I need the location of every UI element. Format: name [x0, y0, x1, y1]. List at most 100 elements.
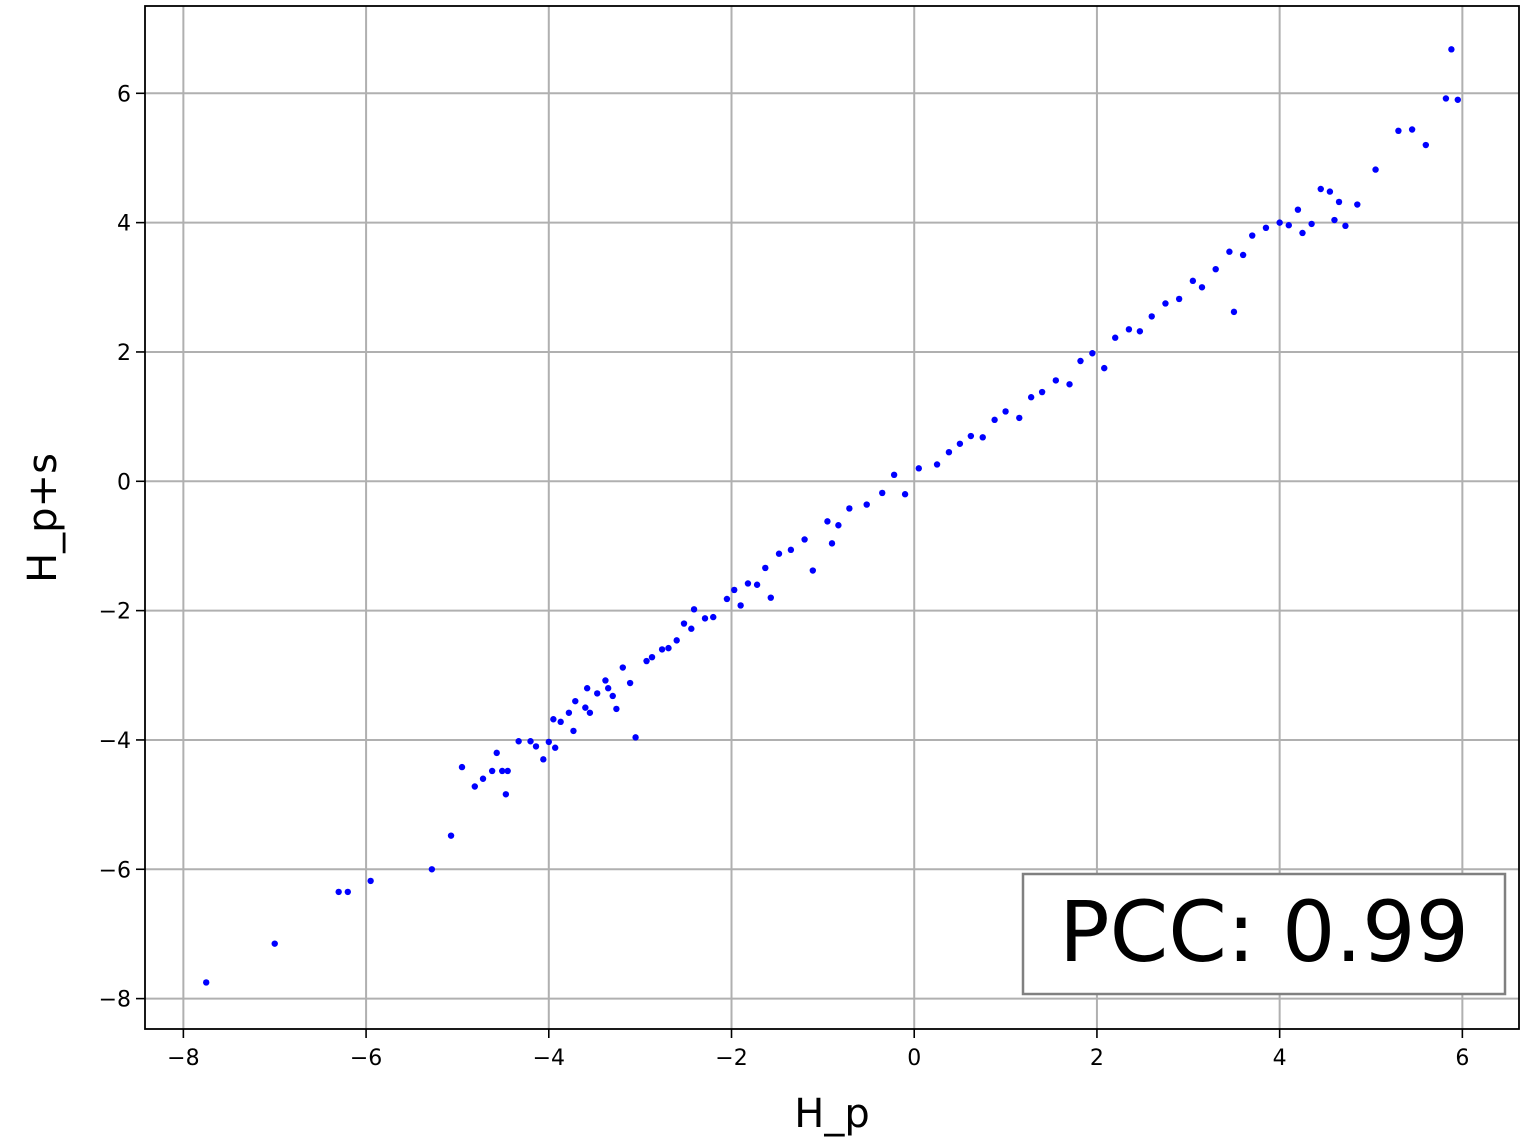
data-point [344, 888, 352, 896]
data-point [762, 564, 769, 572]
data-point [458, 763, 466, 771]
x-tick-label: 2 [1090, 1046, 1104, 1071]
data-point [479, 775, 487, 782]
x-tick-label: −4 [533, 1046, 565, 1071]
data-point [502, 791, 510, 798]
data-point [1372, 166, 1379, 173]
data-point [1422, 141, 1430, 149]
data-point [1027, 394, 1035, 401]
data-point [1175, 295, 1183, 303]
x-tick-label: 0 [907, 1046, 921, 1071]
data-point [1066, 381, 1073, 388]
data-point [1212, 265, 1219, 273]
data-point [586, 709, 594, 716]
data-point [846, 505, 853, 512]
grid-lines [145, 6, 1519, 1029]
data-point [658, 646, 666, 653]
data-point [545, 738, 552, 746]
data-point [1442, 95, 1450, 102]
data-point [1226, 248, 1233, 255]
data-point [1038, 388, 1046, 396]
data-point [723, 595, 731, 603]
data-point [863, 501, 870, 508]
data-point [493, 749, 500, 757]
scatter-points [203, 46, 1461, 986]
data-point [680, 620, 688, 627]
data-point [643, 657, 650, 665]
data-point [583, 685, 591, 692]
data-point [504, 767, 511, 775]
data-point [731, 586, 738, 594]
x-tick-label: −6 [350, 1046, 382, 1071]
data-point [1198, 284, 1206, 291]
data-point [550, 716, 557, 723]
data-point [744, 580, 752, 587]
data-point [1089, 350, 1096, 357]
data-point [557, 718, 564, 726]
data-point [602, 677, 609, 684]
data-point [673, 637, 680, 644]
data-point [648, 653, 656, 661]
data-point [572, 697, 579, 705]
data-point [499, 767, 506, 775]
data-point [540, 756, 547, 763]
data-point [335, 888, 342, 896]
data-point [1125, 326, 1133, 333]
data-point [991, 416, 998, 424]
pcc-annotation-box [1021, 872, 1507, 996]
y-tick-label: −4 [99, 729, 131, 754]
data-point [619, 664, 626, 671]
x-tick-label: −2 [715, 1046, 747, 1071]
data-point [1016, 414, 1023, 422]
data-point [1148, 313, 1155, 320]
data-point [1448, 46, 1455, 53]
data-point [515, 738, 522, 745]
y-axis-title: H_p+s [20, 453, 66, 583]
data-point [1408, 126, 1416, 133]
data-point [801, 536, 808, 543]
data-point [367, 877, 374, 885]
data-point [890, 471, 898, 479]
data-point [1230, 308, 1238, 316]
y-tick-label: 0 [117, 470, 131, 495]
data-point [828, 540, 836, 547]
data-point [271, 940, 278, 947]
data-point [775, 550, 783, 557]
plot-frame [144, 5, 1520, 1030]
data-point [527, 738, 534, 745]
data-point [1136, 328, 1144, 335]
data-point [1331, 216, 1338, 224]
x-axis-title: H_p [794, 1091, 869, 1137]
data-point [1002, 408, 1009, 415]
data-point [1276, 219, 1283, 226]
x-tick-label: 6 [1455, 1046, 1469, 1071]
data-point [956, 440, 964, 447]
data-point [565, 709, 573, 716]
data-point [613, 705, 620, 713]
y-tick-label: 4 [117, 212, 131, 237]
data-point [582, 704, 589, 711]
data-point [1308, 220, 1315, 228]
data-point [1454, 96, 1461, 103]
data-point [428, 866, 436, 873]
data-point [1354, 201, 1361, 208]
data-point [1077, 357, 1084, 365]
data-point [1299, 229, 1306, 237]
data-point [809, 567, 817, 574]
data-point [879, 489, 886, 497]
x-tick-label: 4 [1273, 1046, 1287, 1071]
data-point [1342, 222, 1349, 230]
data-point [626, 679, 634, 687]
data-point [688, 625, 695, 632]
data-point [901, 491, 909, 498]
data-point [933, 461, 941, 468]
pcc-annotation: PCC: 0.99 [1021, 872, 1507, 996]
data-point [945, 448, 953, 456]
data-point [835, 522, 842, 529]
data-point [737, 602, 744, 609]
data-point [203, 979, 210, 986]
data-point [787, 546, 795, 554]
data-point [1317, 185, 1324, 193]
data-point [767, 594, 774, 601]
data-point [447, 832, 455, 839]
